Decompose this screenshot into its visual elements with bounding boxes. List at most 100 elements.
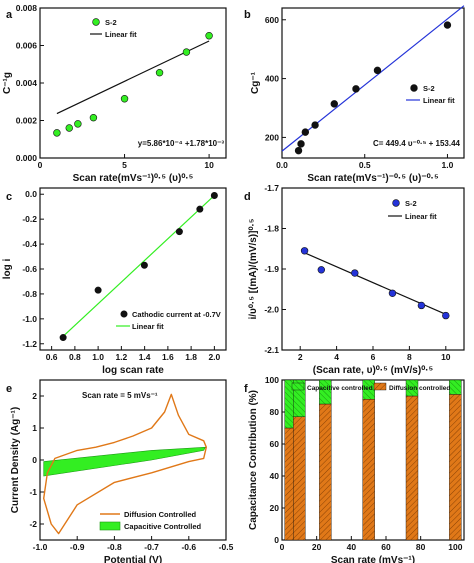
legend-label: Diffusion controlled (389, 385, 450, 392)
data-point (352, 85, 360, 93)
y-tick-label: 0.000 (16, 153, 38, 163)
data-point (210, 191, 218, 199)
data-point (120, 95, 129, 103)
data-point (89, 113, 98, 122)
bar-diffusion (293, 416, 306, 541)
y-tick-label: 0.004 (16, 78, 38, 88)
y-tick-label: 600 (265, 15, 279, 25)
panel-letter-f: f (244, 383, 248, 395)
bar-capacitive (319, 379, 332, 405)
x-tick-label: 0.8 (69, 352, 81, 362)
y-tick-label: 40 (270, 471, 280, 481)
legend-label: Linear fit (405, 212, 437, 221)
bar-diffusion (449, 394, 462, 541)
x-axis-label: Potential (V) (104, 555, 162, 563)
legend-label: Linear fit (423, 96, 455, 105)
x-tick-label: 40 (347, 542, 357, 552)
x-tick-label: -0.5 (219, 542, 234, 552)
x-axis-label: (Scan rate, υ)⁰·⁵ (mV/s)⁰·⁵ (313, 365, 434, 376)
legend-label: Linear fit (132, 322, 164, 331)
fit-equation: y=5.86*10⁻⁴ +1.78*10⁻³ (138, 139, 225, 148)
data-point (373, 66, 382, 75)
chart-panel-b: 0.0 0.5 1.0 200 400 600 Scan rate(mVs⁻¹)⁻⁰·⁵ (… (250, 5, 465, 184)
data-point (294, 146, 303, 155)
y-tick-label: -2.0 (264, 305, 279, 315)
legend-label: S-2 (405, 199, 417, 208)
x-tick-label: 1.0 (442, 160, 454, 170)
data-point (94, 286, 102, 294)
x-tick-label: 1.2 (115, 352, 127, 362)
legend-marker-s2 (410, 84, 418, 92)
chart-panel-f: 0 20 40 60 80 100 0 20 40 60 80 100 Scan rate (mVs⁻¹… (248, 375, 465, 563)
chart-panel-c: 0.6 0.8 1.0 1.2 1.4 1.6 1.8 2.0 0.0 -0.2 -0.4 -0.6 -… (2, 187, 227, 376)
chart-panel-e: -1.0 -0.9 -0.8 -0.7 -0.6 -0.5 -2 -1 0 1 2 Potential… (10, 379, 234, 563)
x-tick-label: 60 (381, 542, 391, 552)
y-tick-label: 60 (270, 439, 280, 449)
x-tick-label: 20 (312, 542, 322, 552)
y-tick-label: -1.8 (264, 224, 279, 234)
x-tick-label: 10 (441, 352, 451, 362)
y-tick-label: 0.0 (25, 189, 37, 199)
y-tick-label: -2 (29, 519, 37, 529)
x-tick-label: 0.5 (359, 160, 371, 170)
y-axis-label: Current Density (Ag⁻¹) (10, 407, 21, 513)
y-tick-label: 0.006 (16, 41, 38, 51)
x-tick-label: 100 (448, 542, 462, 552)
y-tick-label: -0.6 (22, 264, 37, 274)
x-tick-label: -1.0 (33, 542, 48, 552)
legend-label: S-2 (105, 18, 117, 27)
data-point (351, 269, 359, 277)
y-tick-label: 80 (270, 407, 280, 417)
data-point (297, 140, 305, 148)
x-tick-label: -0.6 (181, 542, 196, 552)
y-tick-label: 0 (32, 455, 37, 465)
x-axis-label: Scan rate (mVs⁻¹) (331, 555, 415, 563)
data-point (317, 266, 326, 274)
data-point (205, 32, 213, 40)
y-tick-label: 400 (265, 74, 279, 84)
panel-letter-b: b (244, 9, 251, 21)
legend-label: Diffusion Controlled (124, 510, 196, 519)
data-point (443, 21, 452, 29)
data-point (59, 334, 67, 342)
x-tick-label: 0.6 (46, 352, 58, 362)
panel-letter-d: d (244, 191, 251, 203)
data-point (65, 124, 73, 132)
legend-swatch-diffusion (373, 382, 387, 391)
legend-label: Linear fit (105, 30, 137, 39)
y-tick-label: -1.7 (264, 183, 279, 193)
y-tick-label: 0 (274, 535, 279, 545)
data-point (301, 128, 310, 136)
x-tick-label: 5 (122, 160, 127, 170)
y-tick-label: 0.002 (16, 116, 38, 126)
y-tick-label: -1.9 (264, 264, 279, 274)
x-tick-label: -0.7 (144, 542, 159, 552)
bar-capacitive (405, 379, 419, 397)
y-axis-label: log i (2, 259, 13, 280)
x-tick-label: 4 (334, 352, 339, 362)
fit-line (281, 5, 465, 152)
y-tick-label: 200 (265, 132, 279, 142)
panel-letter-e: e (6, 383, 12, 395)
x-axis-label: Scan rate(mVs⁻¹)⁰·⁵ (υ)⁰·⁵ (73, 173, 194, 184)
legend-label: Capacitive controlled (307, 385, 373, 392)
y-tick-label: -0.4 (22, 239, 37, 249)
y-axis-label: C⁻¹g (2, 72, 13, 94)
legend-label: S-2 (423, 84, 435, 93)
scan-rate-annotation: Scan rate = 5 mVs⁻¹ (82, 391, 158, 400)
plot-frame (281, 187, 465, 351)
data-point (53, 129, 61, 137)
data-point (175, 228, 183, 236)
x-tick-label: 1.4 (139, 352, 151, 362)
data-point (140, 261, 148, 269)
y-tick-label: 100 (265, 375, 279, 385)
legend-swatch-capacitive (99, 521, 121, 531)
data-point (442, 311, 450, 320)
y-tick-label: -1 (29, 487, 37, 497)
y-tick-label: -0.2 (22, 214, 37, 224)
x-tick-label: 80 (416, 542, 426, 552)
y-tick-label: 0.008 (16, 3, 38, 13)
x-tick-label: 6 (371, 352, 376, 362)
x-tick-label: 8 (407, 352, 412, 362)
